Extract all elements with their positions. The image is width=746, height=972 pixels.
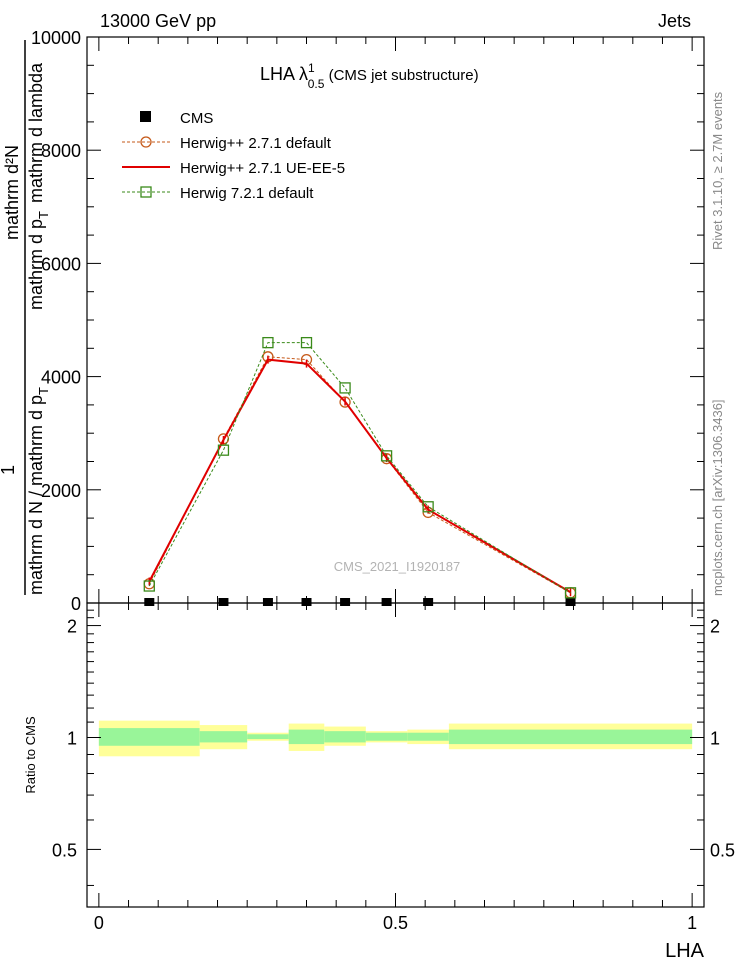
legend-herwig7-label: Herwig 7.2.1 default bbox=[180, 185, 314, 202]
cms-data-point bbox=[340, 598, 351, 606]
ratio-y-tick-label: 2 bbox=[67, 617, 77, 637]
header-left: 13000 GeV pp bbox=[100, 11, 216, 31]
ratio-inner-band bbox=[247, 734, 289, 740]
top-y-tick-label: 6000 bbox=[41, 254, 81, 274]
herwigpp-ueee5-line bbox=[148, 358, 572, 594]
rivet-label: Rivet 3.1.10, ≥ 2.7M events bbox=[710, 91, 725, 250]
ylabel-den-left: mathrm d N / mathrm d pT bbox=[26, 387, 51, 595]
x-tick-label: 0.5 bbox=[383, 913, 408, 933]
legend-hpp-default-label: Herwig++ 2.7.1 default bbox=[180, 135, 332, 152]
ratio-y-tick-label-right: 0.5 bbox=[710, 840, 735, 860]
herwig7-point bbox=[380, 450, 393, 462]
top-y-tick-label: 8000 bbox=[41, 141, 81, 161]
ratio-inner-band bbox=[448, 729, 693, 745]
ratio-y-tick-label-right: 2 bbox=[710, 617, 720, 637]
cms-data-point bbox=[218, 598, 229, 606]
top-y-tick-label: 10000 bbox=[31, 28, 81, 48]
plot-title: LHA λ1 0.5 (CMS jet substructure) bbox=[260, 61, 479, 91]
ratio-y-tick-label: 0.5 bbox=[52, 840, 77, 860]
herwig7-point bbox=[143, 580, 155, 592]
herwig7-point bbox=[262, 336, 274, 349]
mcplots-label: mcplots.cern.ch [arXiv:1306.3436] bbox=[710, 399, 725, 596]
ratio-y-tick-label: 1 bbox=[67, 728, 77, 748]
x-tick-label: 1 bbox=[687, 913, 697, 933]
cms-data-point bbox=[565, 598, 576, 606]
cms-data-point bbox=[262, 598, 273, 606]
analysis-watermark: CMS_2021_I1920187 bbox=[334, 559, 461, 574]
ratio-inner-band bbox=[288, 729, 325, 745]
cms-data-point bbox=[381, 598, 392, 606]
ylabel-num-one: 1 bbox=[0, 465, 18, 475]
herwig7-point bbox=[422, 501, 434, 513]
legend-hpp-ueee5-label: Herwig++ 2.7.1 UE-EE-5 bbox=[180, 160, 345, 177]
ylabel-num-rest: mathrm d²N bbox=[2, 145, 22, 240]
ratio-bands-layer bbox=[98, 720, 693, 757]
ratio-y-axis: 0.5 0.5 1 1 2 2 bbox=[52, 609, 735, 886]
top-x-axis bbox=[98, 37, 693, 603]
legend-hpp-default-marker bbox=[140, 136, 152, 148]
legend: CMS Herwig++ 2.7.1 default Herwig++ 2.7.… bbox=[122, 110, 345, 202]
herwig7-point bbox=[564, 587, 577, 599]
ratio-inner-band bbox=[98, 728, 200, 746]
legend-cms-label: CMS bbox=[180, 110, 213, 127]
x-axis-label: LHA bbox=[665, 940, 705, 962]
herwigpp-default-line bbox=[148, 356, 571, 594]
ratio-ylabel: Ratio to CMS bbox=[23, 716, 38, 794]
cms-data-point bbox=[423, 598, 434, 606]
ratio-y-tick-label-right: 1 bbox=[710, 728, 720, 748]
top-y-tick-label: 2000 bbox=[41, 481, 81, 501]
top-y-axis: 0 2000 4000 6000 8000 10000 bbox=[31, 28, 704, 614]
ylabel-top: 1 mathrm d²N mathrm d N / mathrm d pT ma… bbox=[0, 40, 51, 595]
ratio-x-axis: 0 0.5 1 bbox=[94, 603, 697, 933]
ylabel-den-right: mathrm d pTmathrm d lambda bbox=[26, 62, 51, 310]
top-y-tick-label: 4000 bbox=[41, 368, 81, 388]
x-tick-label: 0 bbox=[94, 913, 104, 933]
cms-data-point bbox=[301, 598, 312, 606]
ratio-inner-band bbox=[324, 731, 366, 743]
herwig7-point bbox=[339, 382, 351, 394]
herwig7-point bbox=[217, 444, 230, 456]
ratio-inner-band bbox=[199, 731, 248, 743]
ratio-inner-band bbox=[407, 732, 449, 741]
herwig7-point bbox=[300, 336, 313, 349]
ratio-inner-band bbox=[365, 732, 408, 741]
top-series-layer bbox=[143, 336, 577, 606]
cms-data-point bbox=[144, 598, 155, 606]
herwigpp-default-point bbox=[339, 396, 351, 408]
top-y-tick-label: 0 bbox=[71, 594, 81, 614]
legend-herwig7-marker bbox=[140, 186, 152, 198]
header-right: Jets bbox=[658, 11, 691, 31]
legend-cms-marker bbox=[140, 111, 151, 122]
